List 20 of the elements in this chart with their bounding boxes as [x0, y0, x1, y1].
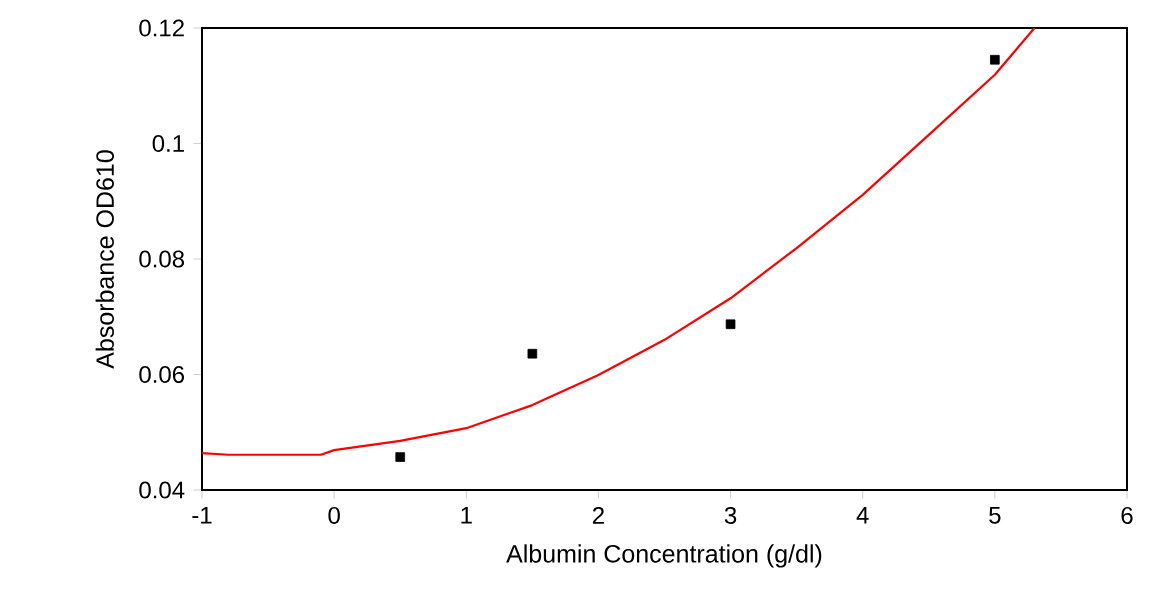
y-tick-label: 0.12: [139, 19, 184, 37]
y-tick-label: 0.1: [152, 135, 184, 152]
x-tick-label: 1: [461, 506, 472, 524]
point: [990, 54, 1000, 65]
line-series: [202, 28, 1036, 456]
x-tick-label: 3: [724, 506, 737, 524]
y-tick-label: 0.04: [139, 481, 185, 499]
point: [395, 452, 406, 462]
x-tick-label: 2: [592, 506, 604, 524]
point: [725, 319, 736, 330]
x-tick-label: 0: [328, 506, 340, 524]
x-tick-label: 5: [989, 506, 1001, 524]
x-axis-title: Albumin Concentration (g/dl): [506, 544, 822, 568]
point: [527, 348, 538, 359]
y-tick-label: 0.06: [139, 366, 185, 383]
y-tick-label: 0.08: [139, 250, 185, 268]
x-tick-label: 6: [1121, 506, 1133, 524]
x-tick-label: 4: [856, 506, 869, 524]
y-axis-title: Absorbance OD610: [95, 150, 114, 369]
x-tick-label: -1: [192, 506, 212, 524]
